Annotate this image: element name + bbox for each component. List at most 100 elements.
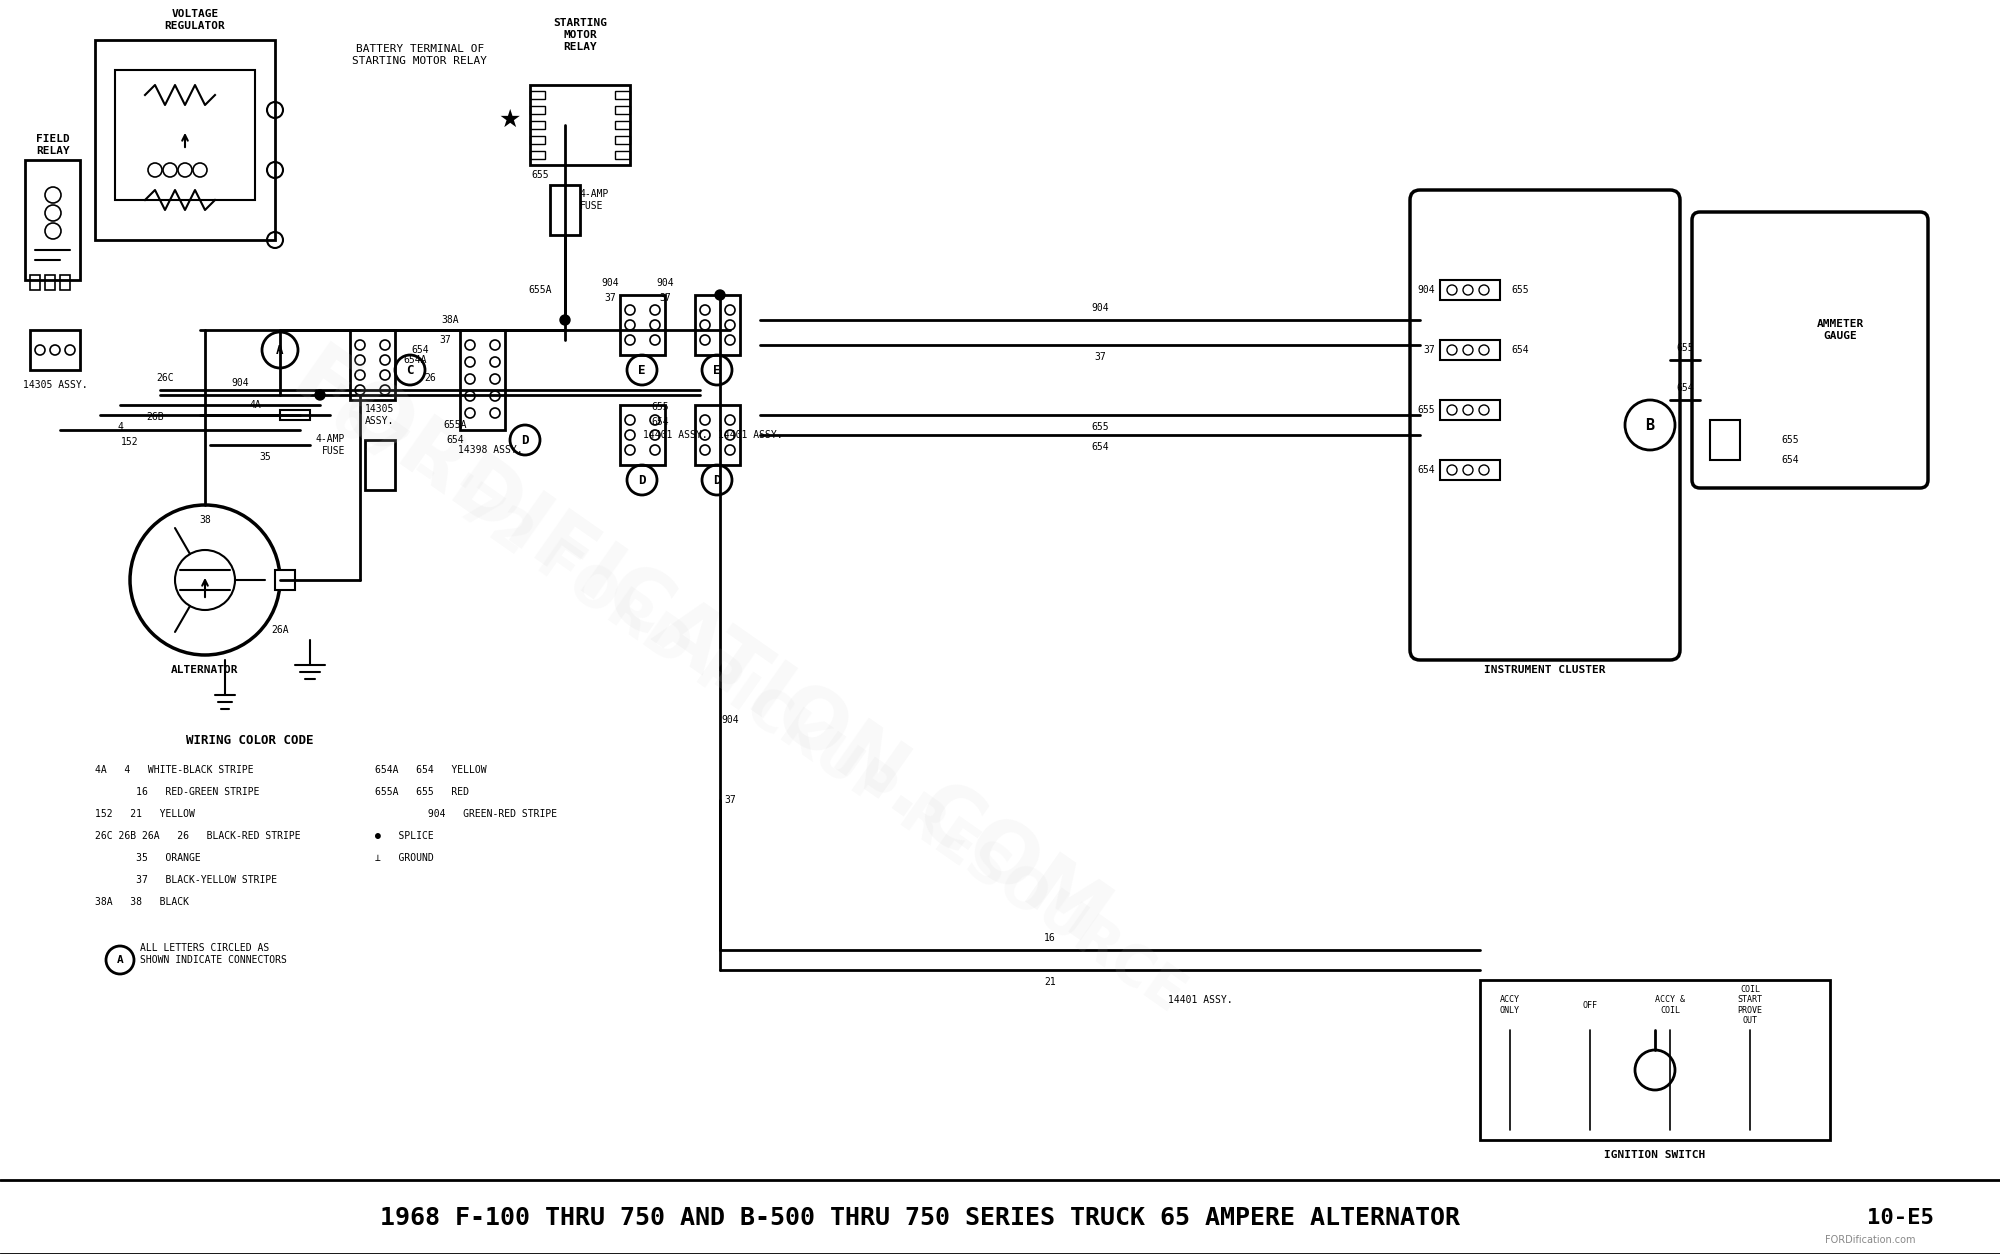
Text: 38A   38   BLACK: 38A 38 BLACK — [96, 897, 188, 907]
Bar — [1440, 280, 1500, 300]
Text: 4A: 4A — [250, 400, 260, 410]
Bar — [530, 135, 544, 144]
Bar — [616, 92, 630, 99]
Bar — [620, 295, 664, 355]
Text: OFF: OFF — [1582, 1001, 1598, 1009]
Bar — [696, 405, 740, 465]
Text: 655: 655 — [1512, 285, 1528, 295]
Text: 37: 37 — [1424, 345, 1436, 355]
Bar — [696, 295, 740, 355]
Text: 14401 ASSY.: 14401 ASSY. — [642, 430, 708, 440]
Bar — [1440, 400, 1500, 420]
Text: ★: ★ — [498, 108, 522, 132]
Text: COIL
START
PROVE
OUT: COIL START PROVE OUT — [1738, 984, 1762, 1025]
Text: 654: 654 — [1782, 455, 1798, 465]
Text: 38A: 38A — [442, 315, 458, 325]
FancyBboxPatch shape — [1692, 212, 1928, 488]
Text: 655: 655 — [1418, 405, 1436, 415]
Text: 14401 ASSY.: 14401 ASSY. — [1168, 994, 1232, 1004]
Text: 904: 904 — [232, 377, 248, 387]
Text: 655A   655   RED: 655A 655 RED — [376, 788, 468, 798]
Text: 14305 ASSY.: 14305 ASSY. — [22, 380, 88, 390]
Text: 37: 37 — [1094, 352, 1106, 362]
Text: ACCY &
COIL: ACCY & COIL — [1656, 996, 1684, 1014]
Text: 14305
ASSY.: 14305 ASSY. — [366, 404, 394, 426]
Bar — [0, 1180, 2000, 1254]
Text: 655: 655 — [652, 403, 668, 413]
Text: 655: 655 — [1092, 423, 1108, 431]
Text: 655: 655 — [1676, 344, 1694, 352]
Circle shape — [560, 315, 570, 325]
Text: 654A   654   YELLOW: 654A 654 YELLOW — [376, 765, 486, 775]
Text: 904: 904 — [1092, 303, 1108, 314]
Text: E: E — [714, 364, 720, 376]
Text: BATTERY TERMINAL OF
STARTING MOTOR RELAY: BATTERY TERMINAL OF STARTING MOTOR RELAY — [352, 44, 488, 65]
Text: INSTRUMENT CLUSTER: INSTRUMENT CLUSTER — [1484, 665, 1606, 675]
Bar — [60, 275, 70, 290]
Text: ALTERNATOR: ALTERNATOR — [172, 665, 238, 675]
Text: 904: 904 — [722, 715, 738, 725]
Text: ⊥   GROUND: ⊥ GROUND — [376, 853, 434, 863]
Bar — [530, 92, 544, 99]
Bar — [364, 440, 396, 490]
Text: B: B — [1646, 418, 1654, 433]
Bar — [24, 161, 80, 280]
Bar — [96, 40, 276, 240]
Text: 21: 21 — [1044, 977, 1056, 987]
Bar — [1440, 460, 1500, 480]
Text: 37: 37 — [660, 293, 670, 303]
Text: D: D — [714, 474, 720, 487]
Bar — [30, 330, 80, 370]
Text: ALL LETTERS CIRCLED AS
SHOWN INDICATE CONNECTORS: ALL LETTERS CIRCLED AS SHOWN INDICATE CO… — [140, 943, 286, 964]
Circle shape — [716, 290, 724, 300]
Text: 37: 37 — [440, 335, 450, 345]
Text: 654A: 654A — [404, 355, 426, 365]
Text: 14398 ASSY.: 14398 ASSY. — [458, 445, 522, 455]
Text: 38: 38 — [200, 515, 210, 525]
Bar — [550, 186, 580, 234]
Bar — [616, 120, 630, 129]
Text: 10-E5: 10-E5 — [1866, 1208, 1934, 1228]
Text: 4-AMP
FUSE: 4-AMP FUSE — [580, 189, 610, 211]
Bar — [530, 107, 544, 114]
Bar — [530, 120, 544, 129]
Text: 904: 904 — [602, 278, 618, 288]
Text: 26B: 26B — [146, 413, 164, 423]
Text: 4-AMP
FUSE: 4-AMP FUSE — [316, 434, 346, 455]
Bar — [44, 275, 56, 290]
Bar — [30, 275, 40, 290]
Text: 655A: 655A — [528, 285, 552, 295]
Bar — [1440, 340, 1500, 360]
Text: 16   RED-GREEN STRIPE: 16 RED-GREEN STRIPE — [96, 788, 260, 798]
Text: ●   SPLICE: ● SPLICE — [376, 831, 434, 841]
Bar — [620, 405, 664, 465]
Bar — [116, 70, 256, 199]
Text: 26: 26 — [424, 372, 436, 382]
Text: 904: 904 — [1418, 285, 1436, 295]
Text: 152: 152 — [122, 436, 138, 446]
Text: 655A: 655A — [444, 420, 466, 430]
Text: 35: 35 — [260, 451, 270, 461]
Bar — [616, 135, 630, 144]
Bar — [276, 571, 296, 589]
Text: 904   GREEN-RED STRIPE: 904 GREEN-RED STRIPE — [376, 809, 558, 819]
Bar — [530, 150, 544, 159]
Text: 35   ORANGE: 35 ORANGE — [96, 853, 200, 863]
Circle shape — [316, 390, 324, 400]
Bar — [616, 107, 630, 114]
Text: FORDIFICATION.COM: FORDIFICATION.COM — [278, 337, 1122, 963]
Text: 37: 37 — [724, 795, 736, 805]
Text: ACCY
ONLY: ACCY ONLY — [1500, 996, 1520, 1014]
Text: 654: 654 — [1418, 465, 1436, 475]
Text: 1968 F-100 THRU 750 AND B-500 THRU 750 SERIES TRUCK 65 AMPERE ALTERNATOR: 1968 F-100 THRU 750 AND B-500 THRU 750 S… — [380, 1206, 1460, 1230]
Bar — [1710, 420, 1740, 460]
Text: 654: 654 — [652, 418, 668, 428]
Text: 655: 655 — [532, 171, 548, 181]
Text: AMMETER
GAUGE: AMMETER GAUGE — [1816, 320, 1864, 341]
Text: STARTING
MOTOR
RELAY: STARTING MOTOR RELAY — [552, 19, 608, 51]
Text: 37   BLACK-YELLOW STRIPE: 37 BLACK-YELLOW STRIPE — [96, 875, 278, 885]
Text: VOLTAGE
REGULATOR: VOLTAGE REGULATOR — [164, 9, 226, 31]
Bar — [1480, 979, 1830, 1140]
Text: A: A — [276, 344, 284, 356]
Text: 16: 16 — [1044, 933, 1056, 943]
